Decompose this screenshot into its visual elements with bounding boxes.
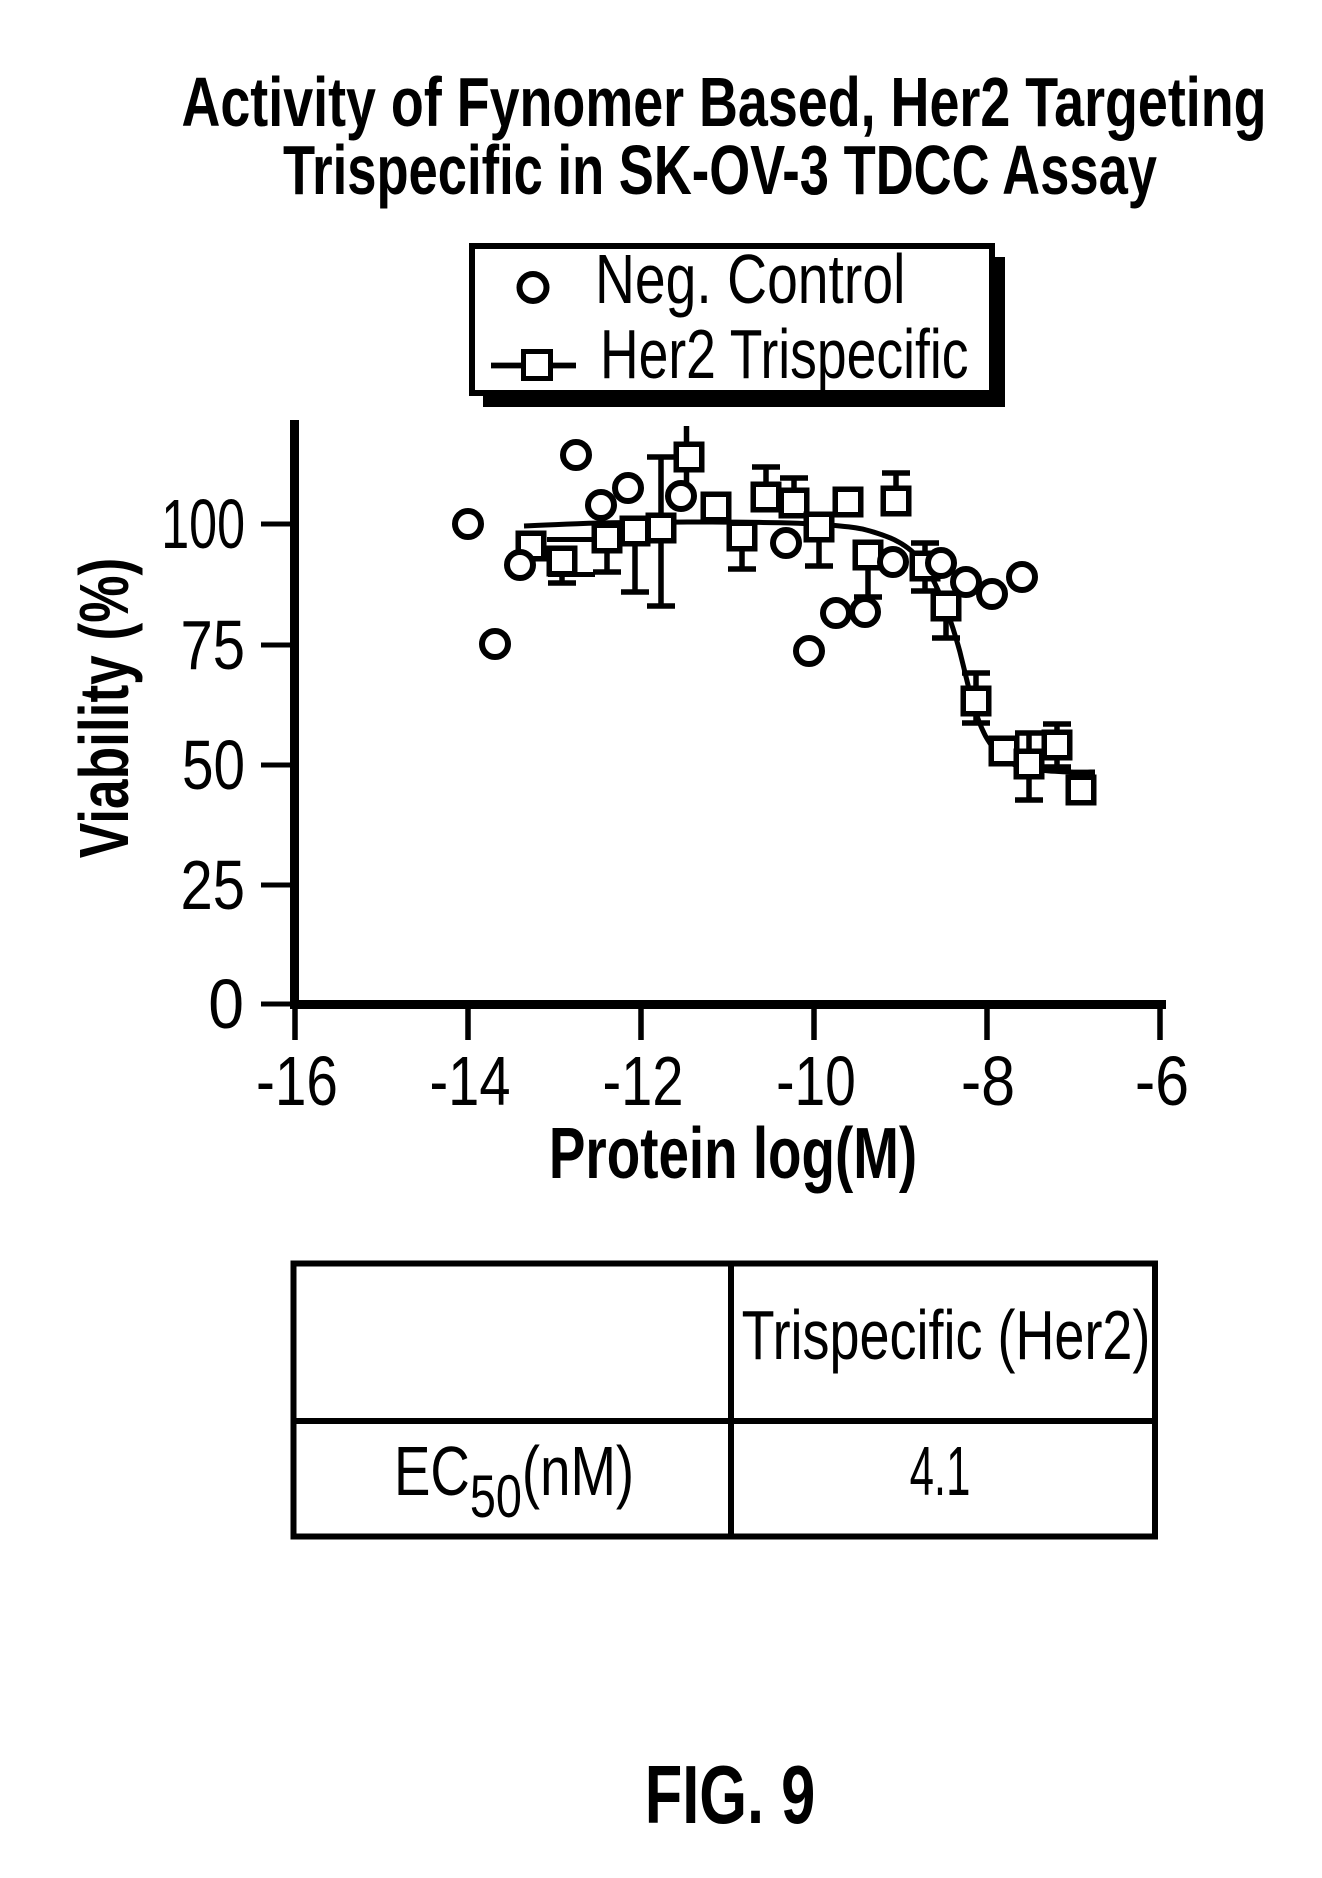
svg-text:Viability (%): Viability (%) — [66, 558, 144, 858]
svg-text:-8: -8 — [961, 1042, 1015, 1120]
svg-text:Her2 Trispecific: Her2 Trispecific — [600, 316, 968, 394]
svg-text:Trispecific in SK-OV-3 TDCC As: Trispecific in SK-OV-3 TDCC Assay — [283, 132, 1158, 210]
svg-text:0: 0 — [208, 965, 244, 1043]
svg-text:Protein log(M): Protein log(M) — [549, 1113, 917, 1194]
svg-text:Trispecific (Her2): Trispecific (Her2) — [742, 1296, 1151, 1374]
svg-text:-6: -6 — [1135, 1042, 1189, 1120]
svg-text:-10: -10 — [776, 1043, 856, 1121]
svg-text:Neg. Control: Neg. Control — [595, 241, 905, 319]
svg-text:Activity of Fynomer Based, Her: Activity of Fynomer Based, Her2 Targetin… — [181, 63, 1266, 141]
svg-text:-14: -14 — [430, 1043, 511, 1120]
svg-text:50: 50 — [182, 726, 245, 804]
svg-text:25: 25 — [180, 846, 245, 924]
svg-text:FIG. 9: FIG. 9 — [645, 1749, 816, 1841]
svg-text:4.1: 4.1 — [910, 1433, 971, 1511]
svg-text:-16: -16 — [256, 1042, 338, 1120]
svg-text:-12: -12 — [603, 1043, 684, 1120]
svg-text:100: 100 — [161, 485, 245, 563]
svg-text:75: 75 — [180, 606, 245, 684]
